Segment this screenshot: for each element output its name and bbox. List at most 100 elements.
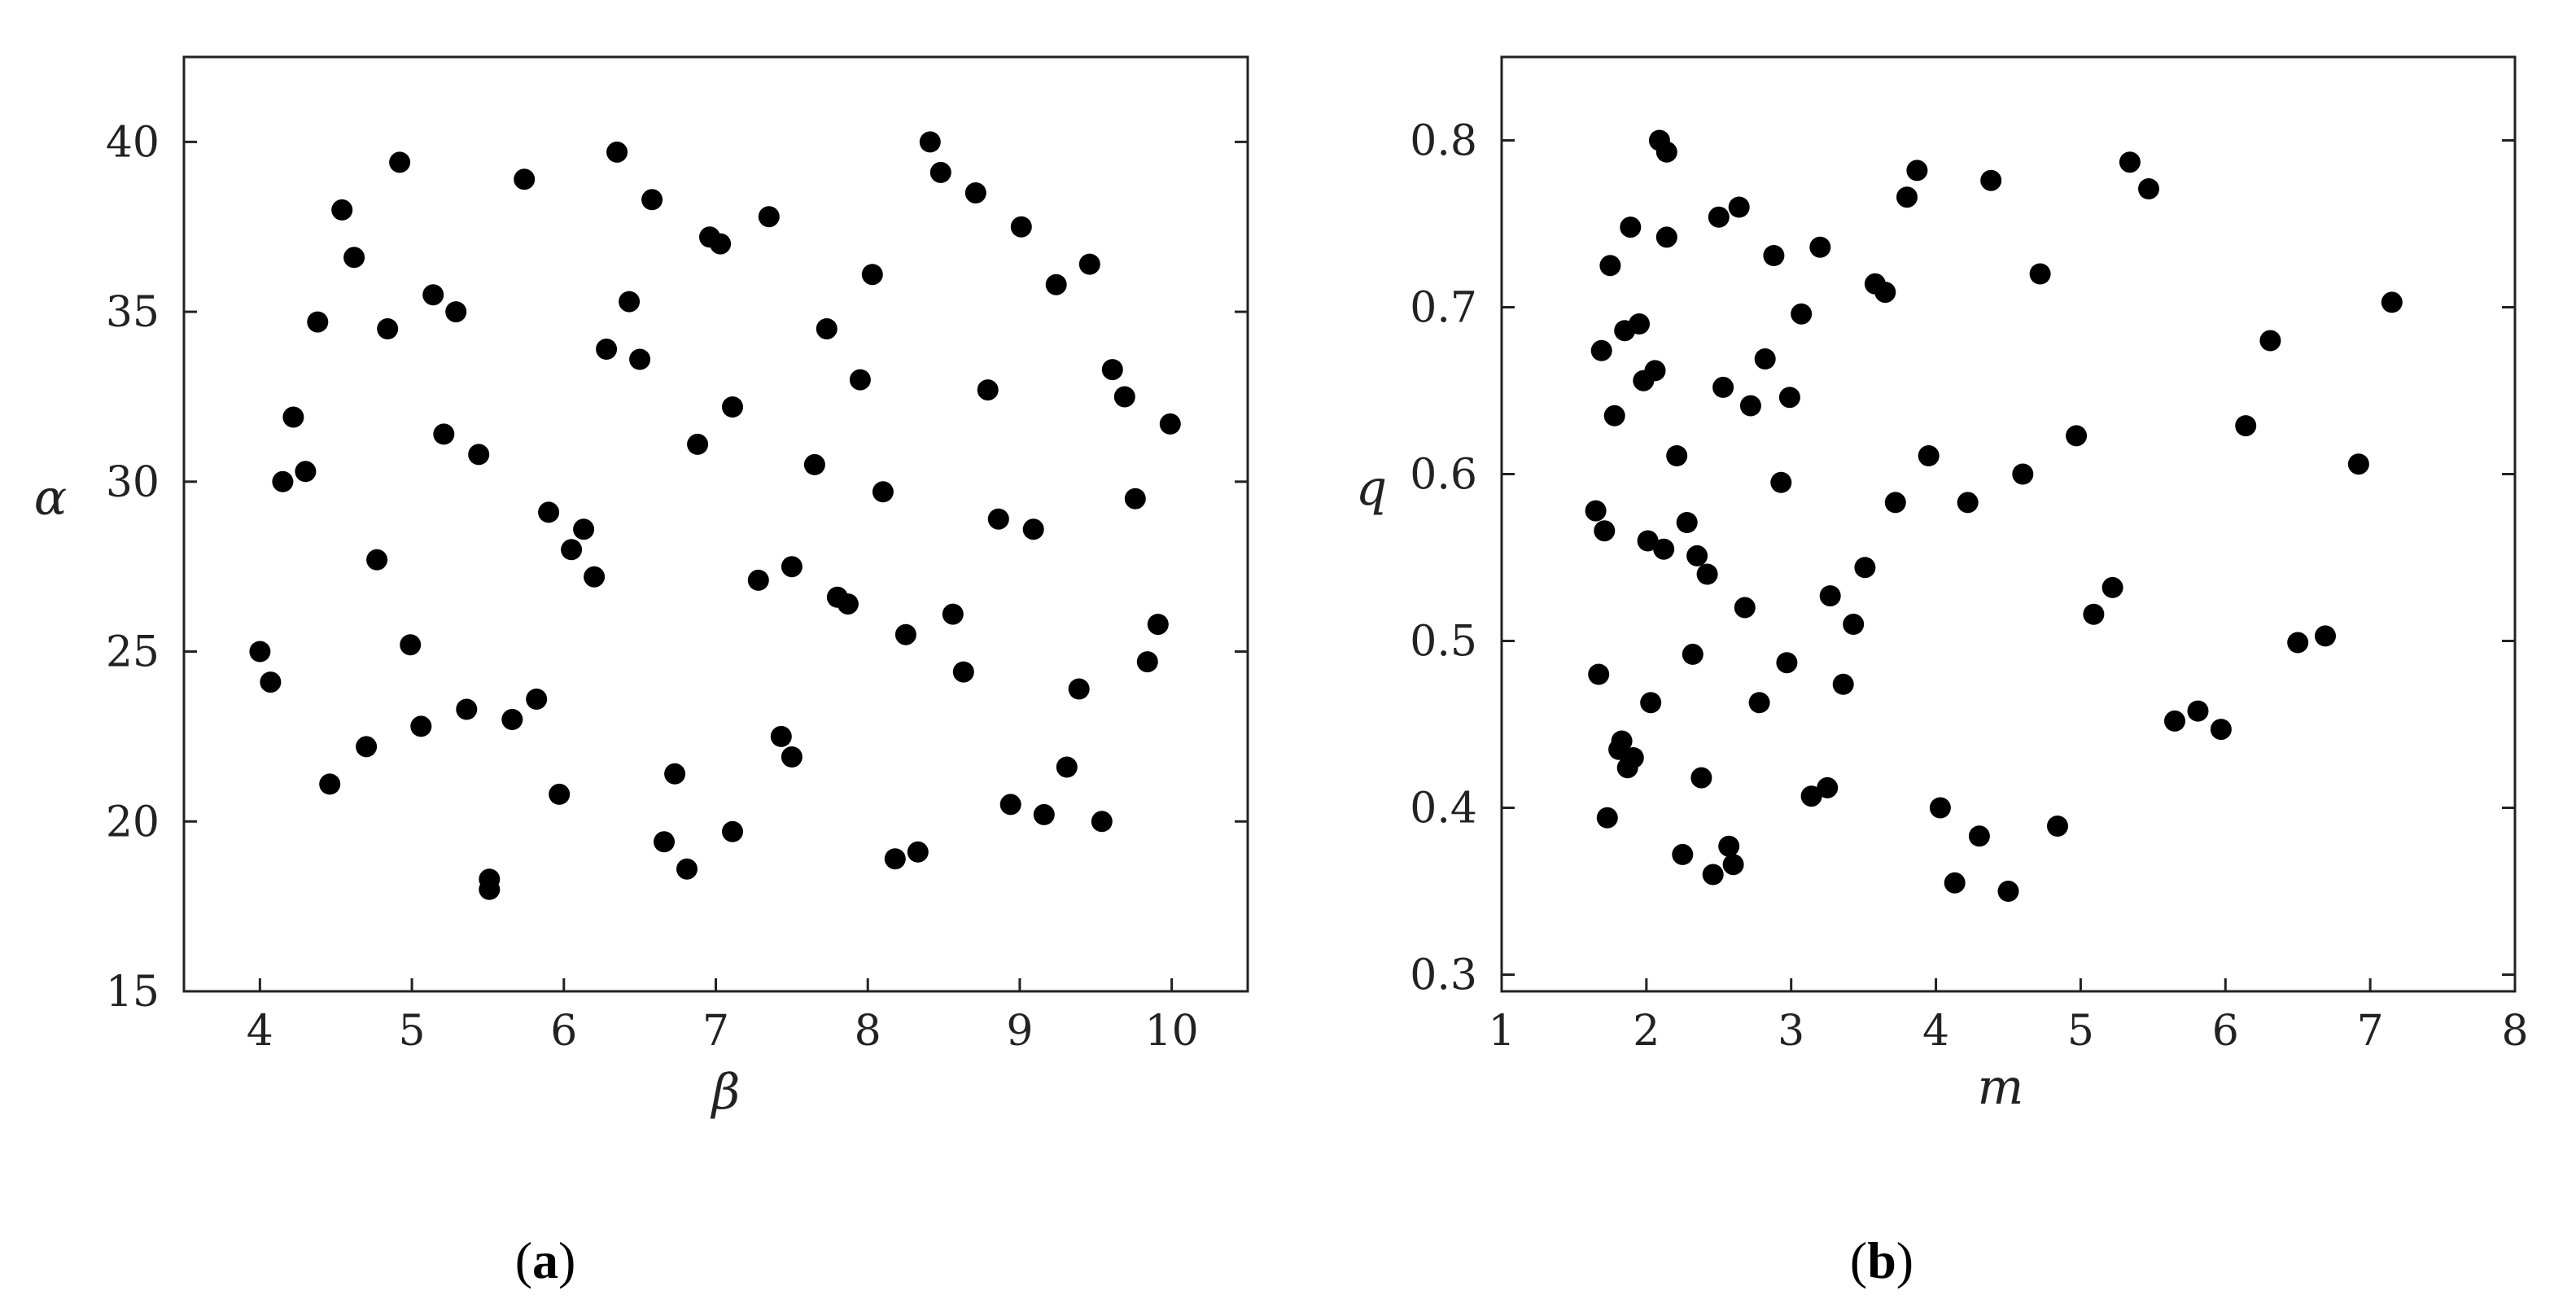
data-point-a-51: [837, 593, 859, 615]
data-point-b-64: [2029, 263, 2051, 285]
data-point-b-37: [1748, 692, 1770, 714]
data-point-b-21: [1655, 141, 1677, 163]
data-point-a-59: [929, 161, 951, 183]
data-point-b-13: [1629, 313, 1650, 335]
data-point-b-50: [1854, 557, 1876, 579]
data-point-b-36: [1739, 395, 1761, 417]
panel-label-b: (b): [1850, 1231, 1913, 1289]
data-point-a-55: [884, 848, 906, 870]
data-point-b-66: [2066, 425, 2088, 447]
y-tick-label-b-4: 0.7: [1410, 284, 1477, 333]
data-point-a-53: [861, 264, 883, 286]
data-point-b-40: [1770, 471, 1792, 493]
panel-label-a: (a): [515, 1231, 576, 1289]
data-point-b-53: [1884, 492, 1906, 514]
data-point-b-0: [1585, 500, 1607, 522]
data-point-a-16: [433, 423, 455, 445]
y-axis-ticks-a: 15 20 25 30 35 40: [106, 118, 1248, 1017]
data-point-b-33: [1722, 854, 1744, 876]
data-point-a-44: [758, 206, 780, 228]
data-point-a-76: [1124, 488, 1146, 509]
data-point-b-34: [1728, 196, 1750, 218]
data-point-a-58: [919, 131, 941, 153]
x-axis-label-b: m: [1978, 1059, 2024, 1116]
x-tick-label-b-4: 5: [2067, 1007, 2094, 1056]
data-point-a-17: [445, 301, 467, 323]
data-point-b-47: [1819, 585, 1841, 607]
data-point-a-32: [619, 291, 641, 313]
plot-frame-a: [182, 55, 1249, 993]
data-point-b-79: [2381, 291, 2403, 313]
y-tick-label-b-1: 0.4: [1410, 785, 1477, 833]
data-point-a-0: [249, 641, 271, 663]
data-point-b-58: [1944, 872, 1966, 894]
data-point-a-12: [389, 151, 411, 173]
data-point-b-2: [1590, 339, 1612, 361]
data-point-b-17: [1644, 360, 1666, 382]
x-tick-label-b-6: 7: [2357, 1007, 2384, 1056]
data-point-a-78: [1147, 614, 1169, 636]
x-tick-label-a-5: 9: [1006, 1007, 1033, 1056]
data-point-b-19: [1653, 538, 1675, 560]
data-point-a-57: [907, 841, 929, 863]
data-point-a-67: [1022, 518, 1044, 540]
data-point-b-67: [2083, 603, 2105, 625]
data-point-b-25: [1682, 643, 1703, 665]
data-point-b-1: [1588, 663, 1610, 685]
data-point-b-73: [2210, 719, 2232, 741]
data-point-b-28: [1696, 563, 1718, 585]
data-point-a-9: [356, 736, 378, 758]
data-point-b-20: [1655, 226, 1677, 248]
data-point-b-8: [1611, 730, 1633, 752]
data-point-a-41: [722, 820, 743, 842]
data-point-a-23: [514, 168, 536, 190]
data-point-a-7: [331, 199, 353, 221]
y-tick-label-b-3: 0.6: [1410, 451, 1477, 500]
y-tick-label-a-2: 25: [106, 628, 160, 677]
y-tick-label-b-5: 0.8: [1410, 117, 1477, 166]
y-tick-label-a-5: 40: [106, 118, 160, 167]
data-point-b-23: [1672, 843, 1694, 865]
data-point-b-5: [1599, 255, 1621, 277]
data-point-a-14: [410, 715, 432, 737]
data-point-b-56: [1918, 445, 1940, 466]
data-point-b-77: [2315, 625, 2336, 647]
data-point-a-56: [894, 623, 916, 645]
data-point-a-6: [319, 773, 341, 795]
data-point-a-18: [456, 698, 478, 720]
data-point-a-11: [377, 318, 399, 339]
data-point-b-3: [1594, 520, 1616, 542]
data-point-a-74: [1101, 359, 1123, 381]
x-tick-label-b-2: 3: [1778, 1007, 1804, 1056]
x-tick-label-b-7: 8: [2501, 1007, 2528, 1056]
y-tick-label-a-0: 15: [106, 968, 160, 1017]
data-point-b-62: [1997, 881, 2019, 902]
data-point-b-22: [1666, 445, 1688, 466]
scatter-plot-a: 4 5 6 7 8 9 10 15 20 25 30 35 40 β α (a): [34, 55, 1249, 1289]
data-point-b-72: [2187, 700, 2209, 722]
data-point-b-45: [1809, 236, 1831, 258]
data-point-a-19: [468, 444, 490, 466]
data-point-a-45: [770, 725, 792, 747]
x-tick-label-b-3: 4: [1922, 1007, 1949, 1056]
data-point-a-79: [1159, 413, 1181, 435]
data-point-a-46: [781, 556, 803, 578]
data-point-a-72: [1078, 253, 1100, 275]
data-point-b-26: [1686, 544, 1708, 566]
data-point-b-78: [2347, 453, 2369, 475]
data-points-a: [249, 131, 1181, 900]
data-point-b-48: [1832, 673, 1854, 695]
data-point-b-65: [2047, 816, 2068, 837]
data-point-a-69: [1045, 273, 1067, 295]
data-point-a-38: [687, 433, 709, 455]
data-point-a-49: [816, 318, 838, 339]
data-point-a-4: [295, 461, 317, 483]
data-point-a-36: [664, 763, 686, 785]
data-point-b-60: [1968, 825, 1990, 847]
data-point-a-75: [1113, 386, 1135, 408]
data-point-b-74: [2235, 415, 2257, 437]
data-point-a-63: [977, 379, 999, 401]
data-point-b-11: [1620, 216, 1642, 238]
y-tick-label-a-1: 20: [106, 798, 160, 846]
